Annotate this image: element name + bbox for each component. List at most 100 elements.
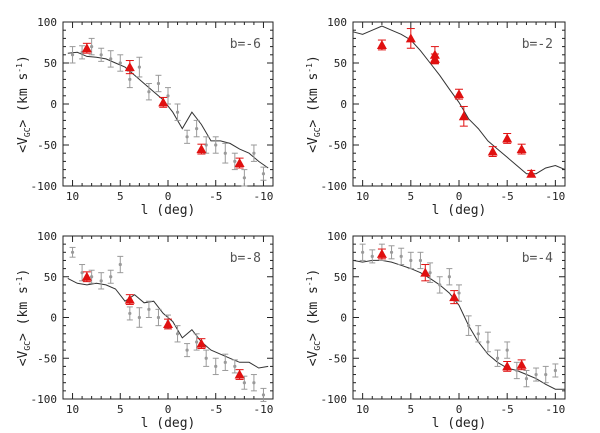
- x-tick-label: -10: [254, 403, 274, 416]
- y-tick-label: 100: [37, 230, 57, 243]
- y-tick-label: 0: [340, 98, 347, 111]
- grey-data-point: [193, 119, 200, 138]
- x-tick-label: 0: [165, 403, 172, 416]
- y-tick-label: 100: [327, 16, 347, 29]
- x-axis-label: l (deg): [432, 416, 487, 431]
- y-tick-label: -100: [321, 393, 348, 406]
- red-triangle-point: [502, 361, 513, 372]
- y-tick-label: 0: [50, 98, 57, 111]
- x-tick-label: 0: [456, 190, 463, 203]
- x-tick-label: -10: [545, 403, 565, 416]
- y-tick-label: -50: [327, 139, 347, 152]
- grey-data-point: [193, 333, 200, 351]
- x-tick-label: 5: [408, 190, 415, 203]
- x-tick-label: 10: [66, 403, 79, 416]
- grey-data-point: [407, 251, 414, 270]
- x-tick-label: 5: [117, 403, 124, 416]
- x-tick-label: -5: [501, 403, 514, 416]
- grey-data-point: [155, 308, 162, 327]
- grey-data-point: [241, 169, 248, 187]
- red-triangle-point: [158, 96, 169, 108]
- grey-data-point: [552, 363, 559, 378]
- y-tick-label: 0: [340, 312, 347, 325]
- grey-data-point: [69, 246, 76, 258]
- panel-label: b=-8: [230, 251, 261, 266]
- grey-data-point: [260, 387, 267, 402]
- grey-data-point: [250, 374, 257, 392]
- grey-data-point: [212, 357, 219, 376]
- x-tick-label: -5: [209, 403, 222, 416]
- red-triangle-point: [449, 290, 460, 305]
- y-tick-label: -50: [37, 139, 57, 152]
- red-triangle-point: [420, 264, 431, 282]
- grey-data-point: [222, 142, 229, 164]
- x-tick-label: 5: [117, 190, 124, 203]
- x-tick-label: -5: [501, 190, 514, 203]
- grey-data-point: [231, 359, 238, 374]
- grey-data-point: [136, 56, 143, 78]
- x-axis-label: l (deg): [432, 203, 487, 218]
- x-tick-label: 10: [66, 190, 79, 203]
- grey-data-point: [184, 343, 191, 358]
- grey-data-point: [523, 369, 530, 388]
- grey-data-point: [533, 367, 540, 382]
- grey-data-point: [184, 129, 191, 144]
- grey-data-point: [513, 361, 520, 380]
- red-triangle-point: [163, 318, 173, 330]
- y-axis-label: <VGC> (km s-1): [305, 269, 322, 367]
- grey-data-point: [174, 325, 181, 343]
- x-tick-label: -10: [545, 190, 565, 203]
- y-tick-label: 0: [50, 312, 57, 325]
- grey-data-point: [388, 245, 395, 260]
- grey-data-point: [203, 349, 210, 367]
- grey-data-point: [155, 74, 162, 93]
- grey-data-point: [107, 269, 114, 284]
- model-line: [67, 51, 269, 169]
- grey-data-point: [436, 276, 443, 294]
- red-triangle-point: [234, 369, 245, 380]
- x-tick-label: 5: [408, 403, 415, 416]
- grey-data-point: [260, 166, 267, 181]
- grey-data-point: [231, 152, 238, 171]
- y-tick-label: 50: [334, 271, 347, 284]
- red-triangle-point: [196, 338, 207, 349]
- x-tick-label: 10: [356, 190, 369, 203]
- y-tick-label: -50: [37, 352, 57, 365]
- red-triangle-point: [487, 146, 498, 157]
- grey-data-point: [212, 136, 219, 154]
- grey-data-point: [145, 83, 152, 101]
- red-triangle-point: [376, 248, 387, 260]
- y-tick-label: -50: [327, 352, 347, 365]
- grey-data-point: [98, 272, 105, 290]
- red-triangle-point: [376, 39, 387, 51]
- red-triangle-point: [526, 168, 537, 178]
- grey-data-point: [456, 284, 462, 302]
- x-tick-label: 0: [165, 190, 172, 203]
- grey-data-point: [79, 45, 86, 60]
- grey-data-point: [359, 243, 366, 261]
- grey-data-point: [126, 306, 133, 321]
- grey-data-point: [222, 353, 229, 371]
- grey-data-point: [117, 54, 124, 72]
- grey-data-point: [250, 144, 257, 162]
- grey-data-point: [542, 365, 549, 384]
- red-triangle-point: [502, 133, 513, 144]
- x-tick-label: -5: [209, 190, 222, 203]
- grey-data-point: [417, 251, 424, 270]
- red-triangle-point: [516, 359, 527, 371]
- x-tick-label: -10: [254, 190, 274, 203]
- y-tick-label: 50: [44, 271, 57, 284]
- grey-data-point: [398, 247, 405, 266]
- grey-data-point: [203, 136, 210, 154]
- red-triangle-point: [196, 143, 207, 155]
- y-tick-label: 100: [37, 16, 57, 29]
- grey-data-point: [446, 268, 453, 286]
- grey-data-point: [465, 315, 472, 336]
- red-triangle-point: [234, 157, 245, 169]
- grey-data-point: [494, 349, 501, 367]
- grey-data-point: [117, 255, 124, 274]
- y-tick-label: -100: [31, 180, 58, 193]
